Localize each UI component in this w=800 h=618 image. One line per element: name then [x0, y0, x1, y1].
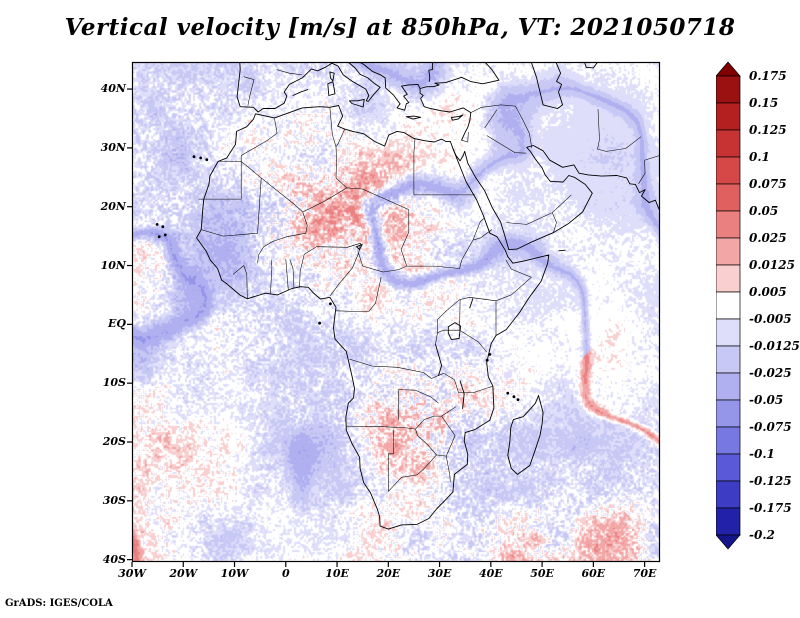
y-axis-label: 10S — [102, 376, 126, 390]
x-axis-label: 70E — [632, 567, 657, 580]
colorbar-segment — [716, 507, 741, 536]
colorbar-tick-label: -0.05 — [749, 393, 783, 407]
colorbar-segment — [716, 237, 741, 266]
colorbar-segment — [716, 399, 741, 428]
colorbar-segment — [716, 291, 741, 320]
grads-credit: GrADS: IGES/COLA — [5, 598, 113, 609]
colorbar-tick-label: 0.1 — [749, 150, 770, 164]
colorbar-tick-label: -0.075 — [749, 420, 792, 434]
colorbar-tick-label: -0.005 — [749, 312, 792, 326]
colorbar-tick-label: -0.025 — [749, 366, 792, 380]
y-axis-label: 20N — [100, 199, 126, 213]
x-axis-label: 30E — [427, 567, 452, 580]
colorbar-tick-label: -0.0125 — [749, 339, 800, 353]
colorbar-tick-label: -0.2 — [749, 528, 775, 542]
colorbar-top-arrow — [716, 61, 741, 77]
colorbar-tick-label: 0.05 — [749, 204, 778, 218]
x-axis-label: 40E — [478, 567, 503, 580]
x-axis-label: 50E — [530, 567, 554, 580]
colorbar-tick-label: 0.15 — [749, 96, 778, 110]
velocity-field-heatmap — [132, 62, 660, 562]
y-axis-label: EQ — [108, 317, 126, 331]
colorbar-segment — [716, 480, 741, 509]
y-axis-label: 30S — [102, 493, 126, 507]
colorbar-tick-label: 0.075 — [749, 177, 787, 191]
colorbar-segment — [716, 264, 741, 293]
colorbar-bottom-arrow — [716, 534, 741, 550]
y-axis-label: 30N — [100, 140, 126, 154]
colorbar-segment — [716, 129, 741, 158]
x-axis-label: 20W — [169, 567, 198, 580]
colorbar-segment — [716, 210, 741, 239]
colorbar-tick-label: 0.025 — [749, 231, 787, 245]
y-axis-label: 10N — [100, 258, 126, 272]
colorbar-tick-label: -0.1 — [749, 447, 775, 461]
y-axis-label: 40S — [102, 552, 126, 566]
colorbar-segment — [716, 318, 741, 347]
x-axis-label: 60E — [581, 567, 606, 580]
colorbar-segment — [716, 102, 741, 131]
colorbar-tick-label: -0.175 — [749, 501, 792, 515]
y-axis-label: 20S — [102, 435, 126, 448]
y-axis-label: 40N — [100, 82, 126, 96]
colorbar: 0.175 0.15 0.125 0.1 0.075 0.05 0.025 0.0125 0.0… — [716, 61, 800, 550]
colorbar-segment — [716, 345, 741, 374]
x-axis-label: 0 — [281, 567, 290, 580]
colorbar-segment — [716, 372, 741, 401]
colorbar-tick-label: 0.175 — [749, 69, 787, 83]
x-axis-label: 20E — [376, 567, 401, 580]
x-axis-label: 10E — [325, 567, 349, 580]
x-axis-label: 30W — [118, 567, 146, 580]
colorbar-tick-label: 0.0125 — [749, 258, 795, 272]
colorbar-segment — [716, 183, 741, 212]
colorbar-tick-label: 0.005 — [749, 285, 787, 299]
colorbar-segment — [716, 75, 741, 104]
chart-title: Vertical velocity [m/s] at 850hPa, VT: 2… — [64, 14, 736, 41]
colorbar-segment — [716, 453, 741, 482]
colorbar-segment — [716, 426, 741, 455]
colorbar-segment — [716, 156, 741, 185]
colorbar-tick-label: -0.125 — [749, 474, 792, 488]
colorbar-tick-label: 0.125 — [749, 123, 787, 137]
x-axis-label: 10W — [220, 567, 249, 580]
